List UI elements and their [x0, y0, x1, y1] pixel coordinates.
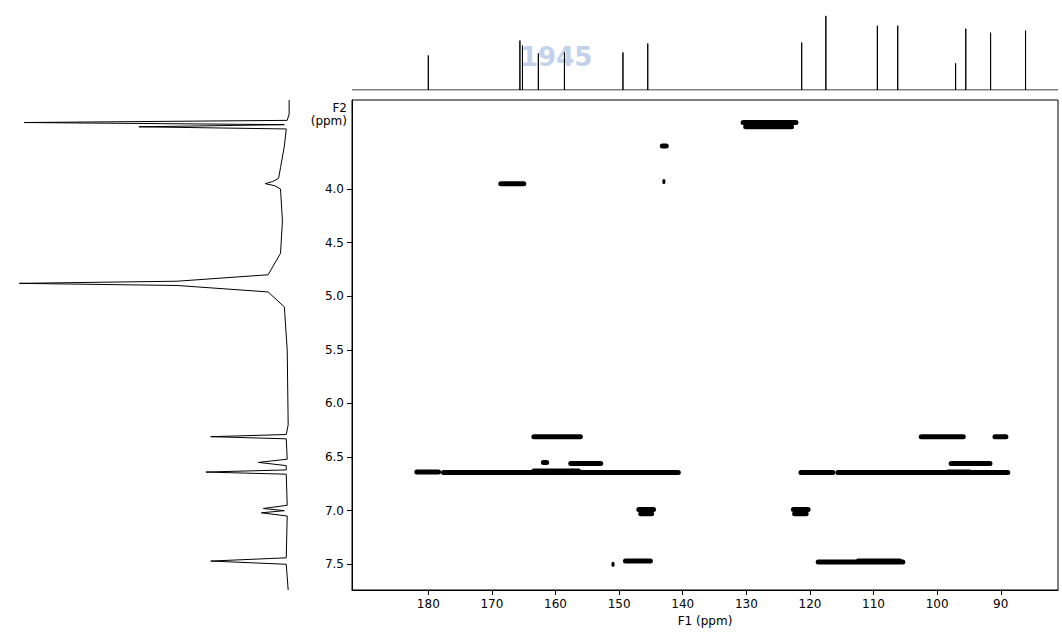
svg-text:90: 90	[993, 597, 1008, 611]
svg-text:130: 130	[735, 597, 758, 611]
svg-text:160: 160	[544, 597, 567, 611]
svg-text:1945: 1945	[520, 42, 592, 72]
svg-text:180: 180	[417, 597, 440, 611]
svg-text:100: 100	[926, 597, 949, 611]
svg-text:4.0: 4.0	[325, 182, 344, 196]
svg-text:5.5: 5.5	[325, 343, 344, 357]
svg-text:6.5: 6.5	[325, 450, 344, 464]
svg-text:110: 110	[862, 597, 885, 611]
svg-text:F2: F2	[332, 101, 347, 115]
svg-text:150: 150	[608, 597, 631, 611]
svg-text:170: 170	[480, 597, 503, 611]
svg-text:5.0: 5.0	[325, 289, 344, 303]
svg-text:4.5: 4.5	[325, 236, 344, 250]
svg-text:120: 120	[798, 597, 821, 611]
svg-text:(ppm): (ppm)	[311, 114, 347, 128]
svg-text:140: 140	[671, 597, 694, 611]
svg-text:6.0: 6.0	[325, 396, 344, 410]
svg-text:7.0: 7.0	[325, 504, 344, 518]
svg-text:F1 (ppm): F1 (ppm)	[678, 614, 733, 628]
svg-text:7.5: 7.5	[325, 557, 344, 571]
